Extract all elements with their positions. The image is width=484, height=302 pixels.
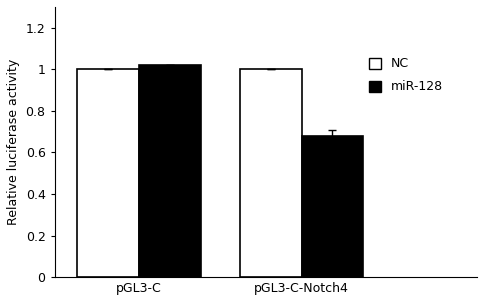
Y-axis label: Relative luciferase activity: Relative luciferase activity bbox=[7, 59, 20, 225]
Bar bbox=[139, 65, 201, 277]
Legend: NC, miR-128: NC, miR-128 bbox=[365, 54, 447, 97]
Bar bbox=[77, 69, 139, 277]
Bar bbox=[302, 136, 363, 277]
Bar bbox=[240, 69, 302, 277]
